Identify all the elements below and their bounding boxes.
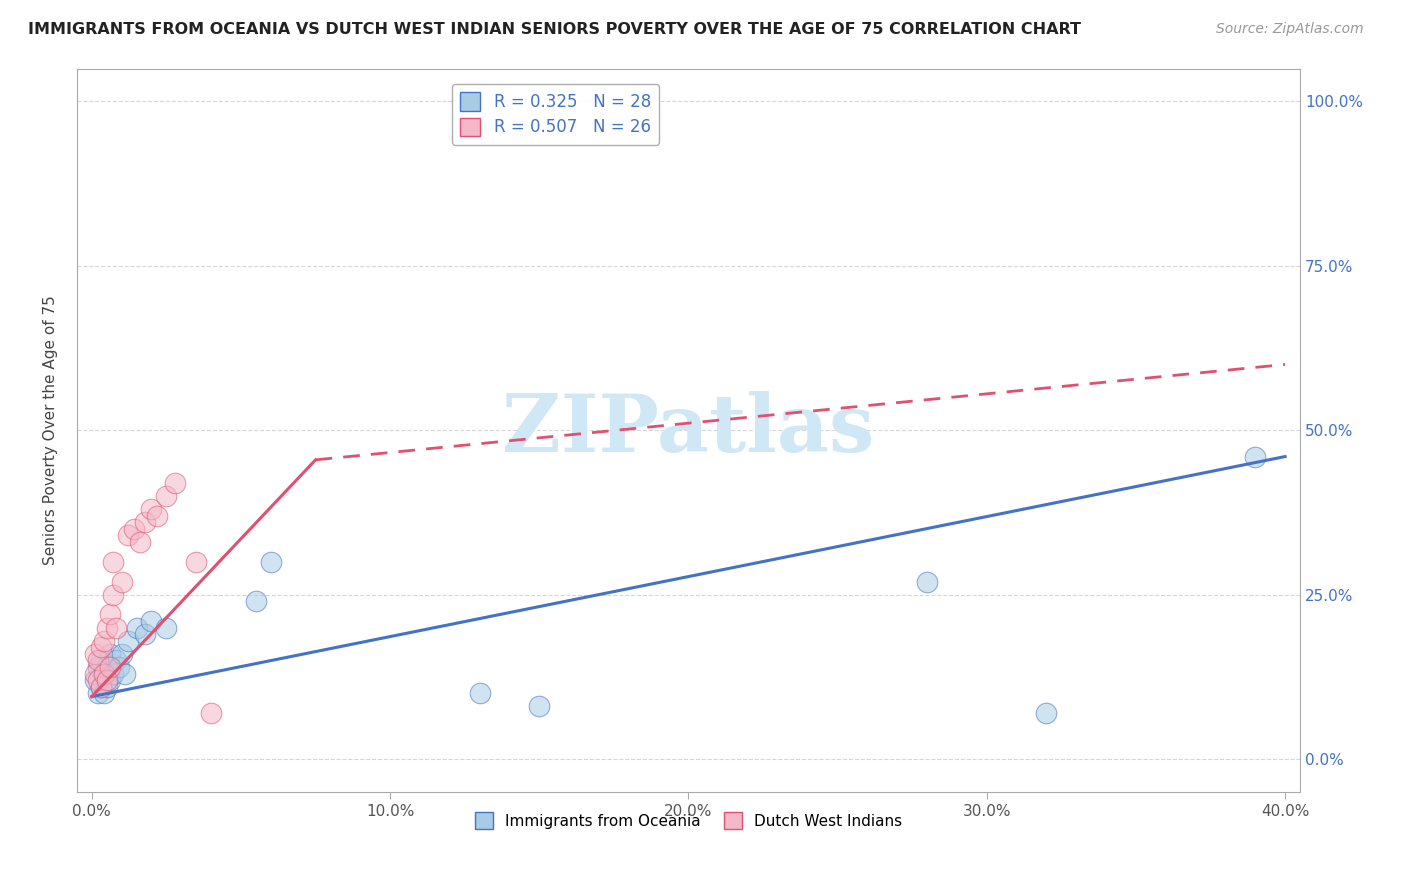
Point [468, 686, 491, 700]
Point [114, 666, 136, 681]
Text: Source: ZipAtlas.com: Source: ZipAtlas.com [1216, 22, 1364, 37]
Legend: Immigrants from Oceania, Dutch West Indians: Immigrants from Oceania, Dutch West Indi… [468, 806, 908, 835]
Point [107, 660, 129, 674]
Point [200, 706, 222, 720]
Text: ZIPatlas: ZIPatlas [502, 392, 875, 469]
Point [90, 680, 112, 694]
Point [125, 621, 148, 635]
Point [104, 653, 127, 667]
Point [87, 686, 110, 700]
Point [111, 574, 134, 589]
Point [83, 647, 105, 661]
Point [1035, 706, 1057, 720]
Point [98, 607, 121, 622]
Point [83, 673, 105, 688]
Point [186, 555, 208, 569]
Point [83, 666, 105, 681]
Point [101, 666, 124, 681]
Point [98, 673, 121, 688]
Point [98, 660, 121, 674]
Point [915, 574, 938, 589]
Point [111, 647, 134, 661]
Point [260, 555, 283, 569]
Point [134, 516, 156, 530]
Point [93, 666, 115, 681]
Point [93, 666, 115, 681]
Point [1244, 450, 1267, 464]
Point [165, 475, 187, 490]
Point [155, 621, 177, 635]
Point [90, 653, 112, 667]
Point [128, 535, 150, 549]
Point [141, 502, 163, 516]
Point [146, 508, 169, 523]
Point [104, 621, 127, 635]
Point [117, 633, 139, 648]
Point [96, 621, 118, 635]
Point [93, 633, 115, 648]
Point [122, 522, 145, 536]
Point [96, 680, 118, 694]
Point [87, 673, 110, 688]
Point [117, 528, 139, 542]
Point [96, 660, 118, 674]
Point [90, 680, 112, 694]
Point [87, 660, 110, 674]
Point [90, 640, 112, 655]
Point [87, 653, 110, 667]
Point [529, 699, 551, 714]
Point [98, 647, 121, 661]
Point [155, 489, 177, 503]
Point [93, 686, 115, 700]
Point [245, 594, 267, 608]
Point [134, 627, 156, 641]
Y-axis label: Seniors Poverty Over the Age of 75: Seniors Poverty Over the Age of 75 [44, 295, 58, 566]
Point [141, 614, 163, 628]
Point [101, 555, 124, 569]
Text: IMMIGRANTS FROM OCEANIA VS DUTCH WEST INDIAN SENIORS POVERTY OVER THE AGE OF 75 : IMMIGRANTS FROM OCEANIA VS DUTCH WEST IN… [28, 22, 1081, 37]
Point [101, 588, 124, 602]
Point [96, 673, 118, 688]
